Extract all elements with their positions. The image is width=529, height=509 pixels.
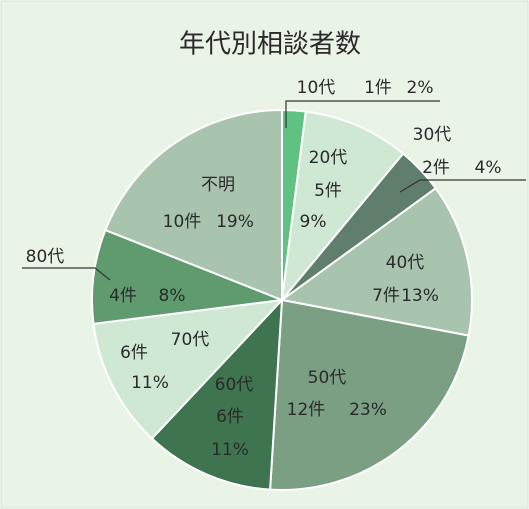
value-label: 2% — [407, 78, 434, 98]
category-label: 30代 — [413, 125, 452, 145]
value-label: 23% — [349, 400, 387, 420]
count-label: 4件 — [109, 286, 137, 306]
leader-line — [22, 267, 111, 281]
count-label: 6件 — [120, 343, 148, 363]
count-label: 10件 — [163, 212, 202, 232]
pie-slice — [269, 298, 470, 491]
pie-slice — [104, 108, 283, 302]
category-label: 40代 — [386, 253, 425, 273]
pie — [91, 108, 473, 491]
count-label: 6件 — [216, 407, 244, 427]
pie-slice — [279, 186, 473, 337]
count-label: 12件 — [287, 400, 326, 420]
value-label: 19% — [216, 212, 254, 232]
count-label: 1件 — [364, 78, 392, 98]
value-label: 9% — [300, 212, 327, 232]
category-label: 不明 — [201, 175, 235, 195]
value-label: 11% — [211, 440, 249, 460]
value-label: 4% — [475, 158, 502, 178]
count-label: 2件 — [422, 158, 450, 178]
pie-slice — [91, 228, 283, 325]
pie-slice — [280, 110, 405, 304]
chart-title: 年代別相談者数 — [179, 30, 361, 60]
category-label: 80代 — [26, 247, 65, 267]
leader-line — [285, 100, 440, 128]
count-label: 7件 — [372, 286, 400, 306]
pie-slice — [92, 298, 285, 440]
category-label: 10代 — [297, 78, 336, 98]
category-label: 70代 — [171, 330, 210, 350]
leader-line — [399, 179, 526, 193]
value-label: 11% — [131, 373, 169, 393]
value-label: 13% — [401, 286, 439, 306]
count-label: 5件 — [314, 181, 342, 201]
category-label: 50代 — [308, 368, 347, 388]
pie-slice — [150, 297, 284, 491]
value-label: 8% — [159, 286, 186, 306]
category-label: 60代 — [215, 375, 254, 395]
category-label: 20代 — [309, 148, 348, 168]
